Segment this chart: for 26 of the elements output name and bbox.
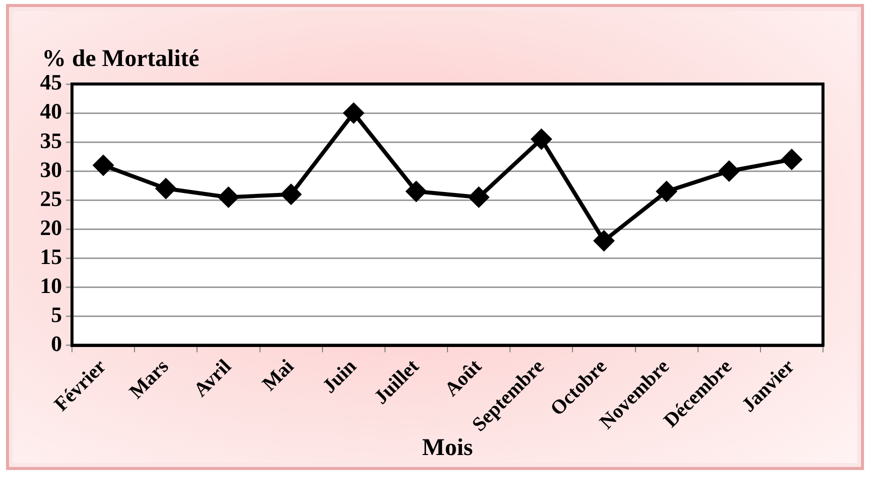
x-axis-title: Mois bbox=[422, 434, 473, 461]
point bbox=[468, 187, 489, 208]
point bbox=[344, 103, 364, 124]
y-axis-title: % de Mortalité bbox=[42, 46, 200, 72]
y-tick-label: 5 bbox=[51, 302, 62, 327]
point bbox=[93, 155, 114, 176]
y-tick-label: 0 bbox=[51, 330, 62, 356]
point bbox=[156, 178, 176, 199]
y-tick-label: 30 bbox=[40, 156, 62, 182]
y-tick-label: 20 bbox=[40, 214, 62, 240]
point bbox=[782, 149, 802, 170]
y-tick-label: 10 bbox=[40, 272, 62, 298]
y-tick-label: 45 bbox=[40, 70, 62, 95]
point bbox=[218, 187, 238, 208]
point bbox=[406, 181, 426, 202]
y-tick-label: 40 bbox=[40, 98, 62, 124]
x-tick-label: Mai bbox=[258, 355, 299, 396]
x-tick-label: Juin bbox=[318, 355, 361, 398]
y-tick-label: 25 bbox=[40, 186, 62, 211]
y-tick-label: 15 bbox=[40, 244, 62, 269]
point bbox=[656, 181, 677, 202]
point bbox=[594, 230, 614, 251]
point bbox=[281, 184, 302, 204]
y-tick-label: 35 bbox=[40, 128, 62, 153]
point bbox=[531, 129, 552, 150]
point bbox=[719, 161, 740, 182]
